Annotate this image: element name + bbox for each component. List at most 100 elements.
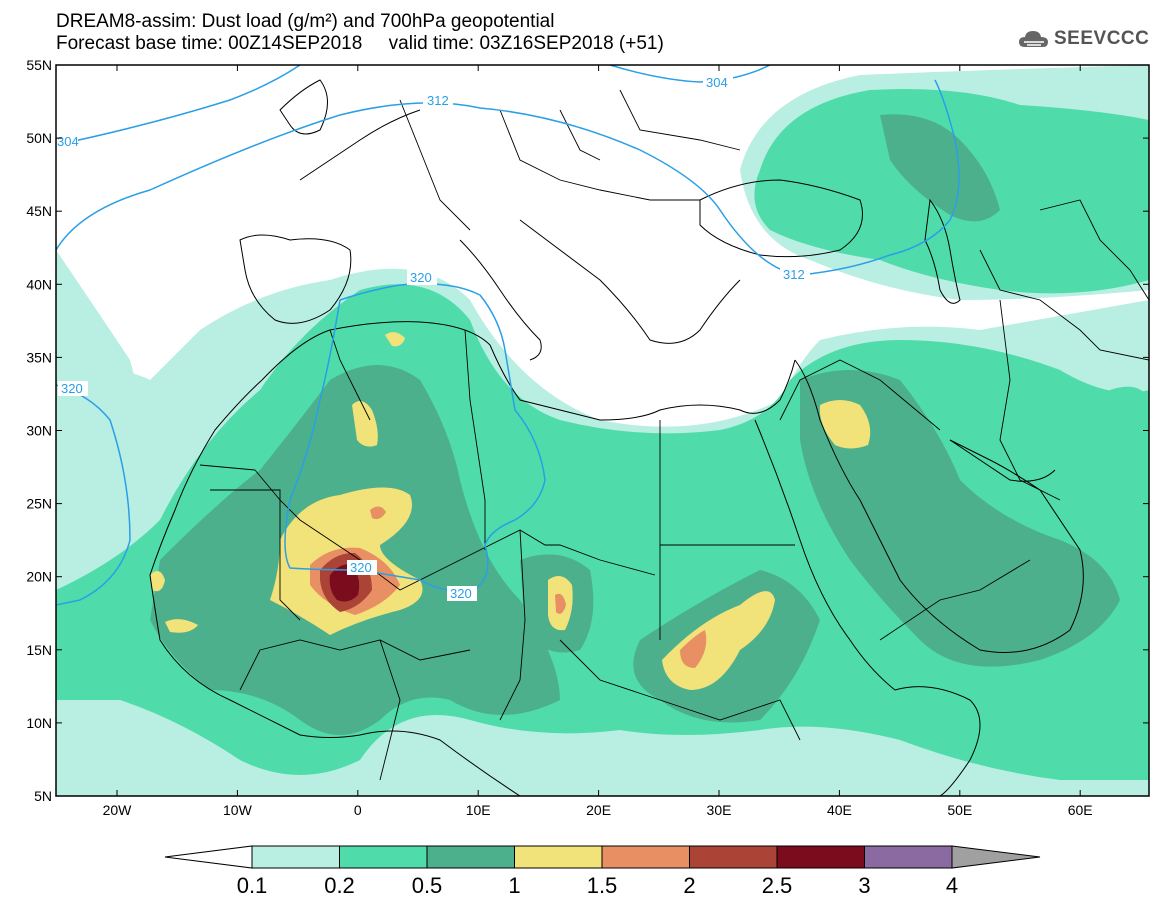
contour-label: 320 <box>450 586 472 601</box>
colorbar-tick-label: 4 <box>946 873 958 898</box>
coastline-black-sea <box>699 179 863 258</box>
contour-label: 320 <box>350 560 372 575</box>
forecast-time-subtitle: Forecast base time: 00Z14SEP2018 valid t… <box>56 33 664 54</box>
lat-label: 30N <box>26 423 52 439</box>
border-line <box>1039 199 1149 301</box>
lat-label: 50N <box>26 130 52 146</box>
border-line <box>999 299 1061 501</box>
coastline-west-africa <box>149 379 521 796</box>
border-line <box>379 639 401 781</box>
contour-labels: 304 312 304 312 320 320 320 320 <box>56 75 810 601</box>
contour-label: 304 <box>57 134 79 149</box>
lat-label: 15N <box>26 642 52 658</box>
contour-304-west <box>56 65 301 146</box>
coastline-caspian <box>924 198 961 304</box>
dust-region-1-1.5 <box>352 401 378 447</box>
coastline-red-sea <box>754 419 896 691</box>
geopotential-contours <box>56 65 960 606</box>
colorbar: 0.1 0.2 0.5 1 1.5 2 2.5 3 4 <box>164 845 1041 898</box>
colorbar-segment <box>426 845 515 869</box>
lon-label: 40E <box>827 802 852 818</box>
colorbar-tick-label: 1.5 <box>587 873 618 898</box>
dust-region-1-1.5 <box>150 571 165 592</box>
coastline-north-africa <box>261 321 796 421</box>
contour-312 <box>56 79 960 276</box>
colorbar-segment <box>514 845 603 869</box>
colorbar-min-triangle <box>164 845 253 869</box>
lat-label: 25N <box>26 496 52 512</box>
lat-label: 55N <box>26 57 52 73</box>
lat-label: 35N <box>26 349 52 365</box>
coastline-france-uk <box>279 79 421 181</box>
dust-region-moderate <box>1110 386 1149 470</box>
contour-320-main <box>284 283 546 593</box>
seevccc-logo: SEEVCCC <box>1018 25 1149 53</box>
colorbar-tick-label: 0.1 <box>237 873 268 898</box>
colorbar-segment <box>776 845 865 869</box>
contour-label: 320 <box>61 381 83 396</box>
border-line <box>559 639 801 741</box>
dust-field <box>56 65 1149 796</box>
colorbar-tick-label: 1 <box>508 873 520 898</box>
lon-label: 0 <box>354 802 362 818</box>
logo-text: SEEVCCC <box>1054 28 1150 49</box>
cloud-icon <box>1019 31 1048 47</box>
border-line <box>879 559 1031 641</box>
lon-label: 60E <box>1068 802 1093 818</box>
lon-label: 20E <box>586 802 611 818</box>
lat-label: 5N <box>34 788 52 804</box>
dust-region-heavy <box>800 370 1120 667</box>
border-line <box>464 329 486 550</box>
lat-label: 45N <box>26 203 52 219</box>
colorbar-segment <box>864 845 953 869</box>
colorbar-tick-label: 2.5 <box>762 873 793 898</box>
contour-label: 312 <box>783 267 805 282</box>
dust-region-1-1.5 <box>819 400 871 449</box>
dust-region-1.5-2 <box>555 593 566 614</box>
lat-label: 40N <box>26 276 52 292</box>
lon-label: 30E <box>707 802 732 818</box>
border-line <box>779 359 941 431</box>
colorbar-max-triangle <box>951 845 1041 869</box>
coastline-europe-iberia <box>239 234 352 324</box>
colorbar-segment <box>339 845 428 869</box>
border-line <box>499 529 526 721</box>
border-line <box>239 639 471 691</box>
border-line <box>210 489 301 621</box>
lon-label: 10W <box>223 802 253 818</box>
dust-region-light <box>56 250 144 520</box>
coastline-italy <box>459 239 542 361</box>
coastline-persian-gulf <box>949 439 1056 482</box>
colorbar-tick-label: 3 <box>858 873 870 898</box>
coastline-horn-africa <box>894 686 981 796</box>
lon-label: 50E <box>947 802 972 818</box>
map-title: DREAM8-assim: Dust load (g/m²) and 700hP… <box>56 11 555 32</box>
lat-label: 20N <box>26 569 52 585</box>
colorbar-segment <box>689 845 778 869</box>
country-borders <box>199 89 1149 781</box>
lon-label: 20W <box>103 802 133 818</box>
dust-region-1-1.5 <box>385 332 405 347</box>
contour-label: 320 <box>410 270 432 285</box>
colorbar-tick-label: 2 <box>683 873 695 898</box>
longitude-axis: 20W 10W 0 10E 20E 30E 40E 50E 60E <box>103 65 1093 818</box>
contour-label: 304 <box>706 75 728 90</box>
dust-region-heavy <box>880 114 1000 222</box>
lon-label: 10E <box>466 802 491 818</box>
contour-label: 312 <box>427 93 449 108</box>
dust-region-1.5-2 <box>680 630 707 668</box>
latitude-axis: 55N 50N 45N 40N 35N 30N 25N 20N 15N 10N 5N <box>26 57 1149 804</box>
contour-320-west <box>56 384 131 606</box>
colorbar-tick-label: 0.5 <box>412 873 443 898</box>
border-line <box>329 329 371 421</box>
lat-label: 10N <box>26 715 52 731</box>
border-line <box>399 99 700 231</box>
dust-region-1-1.5 <box>165 619 198 633</box>
colorbar-segment <box>601 845 690 869</box>
dust-region-1.5-2 <box>370 506 386 520</box>
border-line <box>979 249 1149 361</box>
contour-304-east <box>609 65 771 83</box>
coastline-balkans-greece <box>519 219 741 344</box>
colorbar-tick-label: 0.2 <box>324 873 355 898</box>
